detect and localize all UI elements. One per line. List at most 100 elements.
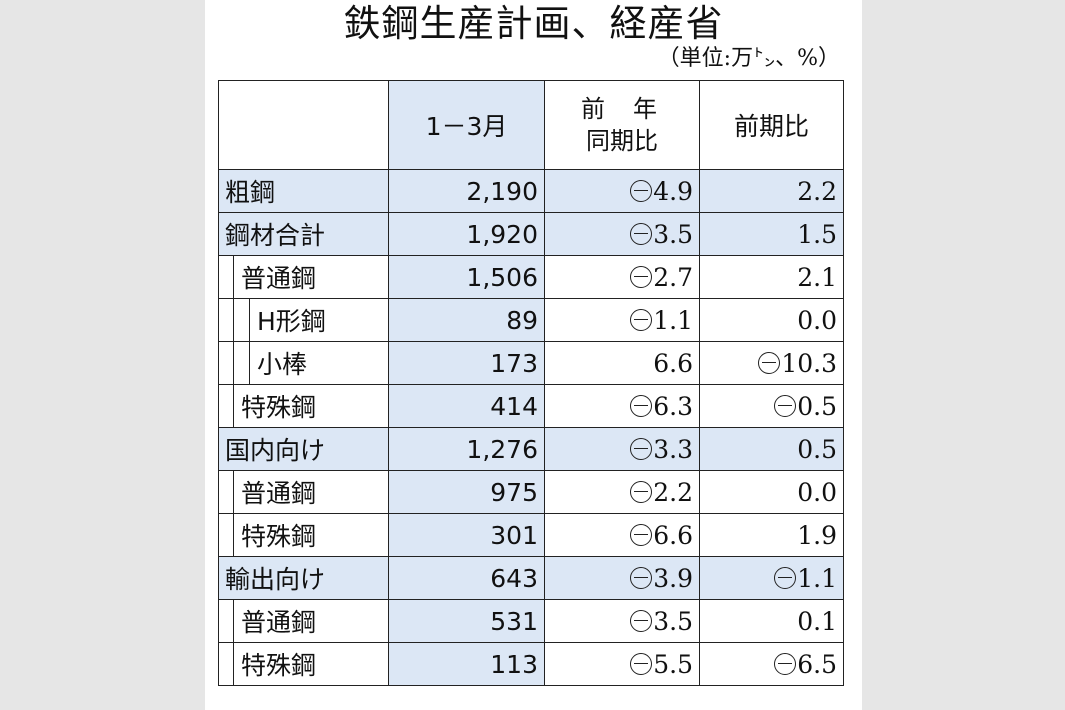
cell-yoy-value: 5.5 <box>653 649 693 679</box>
cell-quarter: 1,506 <box>388 255 545 299</box>
steel-plan-table: 1－3月 前年 同期比 前期比 粗鋼 2,190 4.9 2.2 鋼材合計 1,920 3.… <box>218 80 844 686</box>
cell-quarter: 1,276 <box>388 427 545 471</box>
cell-qoq: 0.5 <box>699 427 844 471</box>
cell-quarter: 643 <box>388 556 545 600</box>
indent-rule <box>233 299 234 341</box>
cell-yoy-value: 3.3 <box>653 434 693 464</box>
cell-quarter: 975 <box>388 470 545 514</box>
cell-yoy: 3.5 <box>544 599 700 643</box>
cell-quarter: 531 <box>388 599 545 643</box>
cell-yoy: 3.9 <box>544 556 700 600</box>
row-label-text: 鋼材合計 <box>225 221 326 250</box>
cell-qoq: 2.2 <box>699 169 844 213</box>
table-row: 国内向け 1,276 3.3 0.5 <box>218 427 844 471</box>
circled-minus-icon <box>630 523 653 546</box>
table-row: H形鋼 89 1.1 0.0 <box>218 298 844 342</box>
cell-yoy: 6.6 <box>544 513 700 557</box>
cell-yoy-value: 3.5 <box>653 219 693 249</box>
row-label: 普通鋼 <box>218 255 389 299</box>
cell-quarter: 113 <box>388 642 545 686</box>
cell-yoy: 3.5 <box>544 212 700 256</box>
cell-yoy-value: 6.3 <box>653 391 693 421</box>
row-label: 特殊鋼 <box>218 513 389 557</box>
indent-rule <box>233 514 234 556</box>
cell-yoy: 3.3 <box>544 427 700 471</box>
cell-qoq-value: 1.1 <box>797 563 837 593</box>
table-row: 特殊鋼 414 6.3 0.5 <box>218 384 844 428</box>
row-label: H形鋼 <box>218 298 389 342</box>
header-quarter: 1－3月 <box>388 80 545 170</box>
circled-minus-icon <box>630 566 653 589</box>
indent-rule <box>233 471 234 513</box>
circled-minus-icon <box>630 480 653 503</box>
cell-quarter: 414 <box>388 384 545 428</box>
table-row: 粗鋼 2,190 4.9 2.2 <box>218 169 844 213</box>
header-qoq: 前期比 <box>699 80 844 170</box>
cell-qoq-value: 1.9 <box>797 520 837 550</box>
indent-rule <box>249 342 250 384</box>
cell-qoq-value: 0.5 <box>797 391 837 421</box>
row-label: 小棒 <box>218 341 389 385</box>
table-row: 普通鋼 1,506 2.7 2.1 <box>218 255 844 299</box>
row-label-text: 粗鋼 <box>225 178 276 207</box>
row-label-text: 特殊鋼 <box>241 651 317 680</box>
table-row: 普通鋼 975 2.2 0.0 <box>218 470 844 514</box>
cell-qoq-value: 0.1 <box>797 606 837 636</box>
header-yoy-line1: 前年 <box>581 95 685 123</box>
table-row: 輸出向け 643 3.9 1.1 <box>218 556 844 600</box>
circled-minus-icon <box>630 265 653 288</box>
cell-yoy-value: 2.7 <box>653 262 693 292</box>
table-row: 普通鋼 531 3.5 0.1 <box>218 599 844 643</box>
cell-yoy-value: 2.2 <box>653 477 693 507</box>
row-label: 輸出向け <box>218 556 389 600</box>
cell-qoq-value: 10.3 <box>781 348 837 378</box>
cell-qoq: 0.5 <box>699 384 844 428</box>
cell-yoy-value: 6.6 <box>653 348 693 378</box>
cell-quarter: 1,920 <box>388 212 545 256</box>
cell-yoy: 4.9 <box>544 169 700 213</box>
cell-qoq: 10.3 <box>699 341 844 385</box>
header-yoy-line2: 同期比 <box>586 127 658 155</box>
indent-rule <box>249 299 250 341</box>
cell-yoy-value: 1.1 <box>653 305 693 335</box>
cell-qoq-value: 0.0 <box>797 477 837 507</box>
cell-yoy: 6.6 <box>544 341 700 385</box>
row-label-text: 小棒 <box>257 350 308 379</box>
unit-note: （単位:万㌧、%） <box>657 46 840 71</box>
cell-qoq: 0.1 <box>699 599 844 643</box>
circled-minus-icon <box>774 394 797 417</box>
cell-qoq: 0.0 <box>699 470 844 514</box>
cell-qoq-value: 0.5 <box>797 434 837 464</box>
indent-rule <box>233 256 234 298</box>
row-label: 国内向け <box>218 427 389 471</box>
row-label-text: 特殊鋼 <box>241 393 317 422</box>
cell-qoq-value: 2.2 <box>797 176 837 206</box>
row-label: 特殊鋼 <box>218 642 389 686</box>
circled-minus-icon <box>630 437 653 460</box>
table-row: 特殊鋼 301 6.6 1.9 <box>218 513 844 557</box>
header-blank <box>218 80 389 170</box>
indent-rule <box>233 643 234 685</box>
cell-yoy-value: 3.5 <box>653 606 693 636</box>
cell-qoq-value: 1.5 <box>797 219 837 249</box>
circled-minus-icon <box>758 351 781 374</box>
row-label: 特殊鋼 <box>218 384 389 428</box>
row-label-text: 普通鋼 <box>241 479 317 508</box>
cell-qoq: 6.5 <box>699 642 844 686</box>
table-header-row: 1－3月 前年 同期比 前期比 <box>218 80 844 170</box>
cell-qoq: 0.0 <box>699 298 844 342</box>
cell-qoq-value: 6.5 <box>797 649 837 679</box>
cell-yoy: 5.5 <box>544 642 700 686</box>
circled-minus-icon <box>630 179 653 202</box>
cell-yoy-value: 3.9 <box>653 563 693 593</box>
row-label: 普通鋼 <box>218 599 389 643</box>
cell-yoy: 6.3 <box>544 384 700 428</box>
row-label: 普通鋼 <box>218 470 389 514</box>
circled-minus-icon <box>630 394 653 417</box>
indent-rule <box>233 600 234 642</box>
cell-yoy: 2.7 <box>544 255 700 299</box>
cell-yoy: 1.1 <box>544 298 700 342</box>
cell-quarter: 301 <box>388 513 545 557</box>
cell-qoq: 2.1 <box>699 255 844 299</box>
cell-qoq: 1.1 <box>699 556 844 600</box>
